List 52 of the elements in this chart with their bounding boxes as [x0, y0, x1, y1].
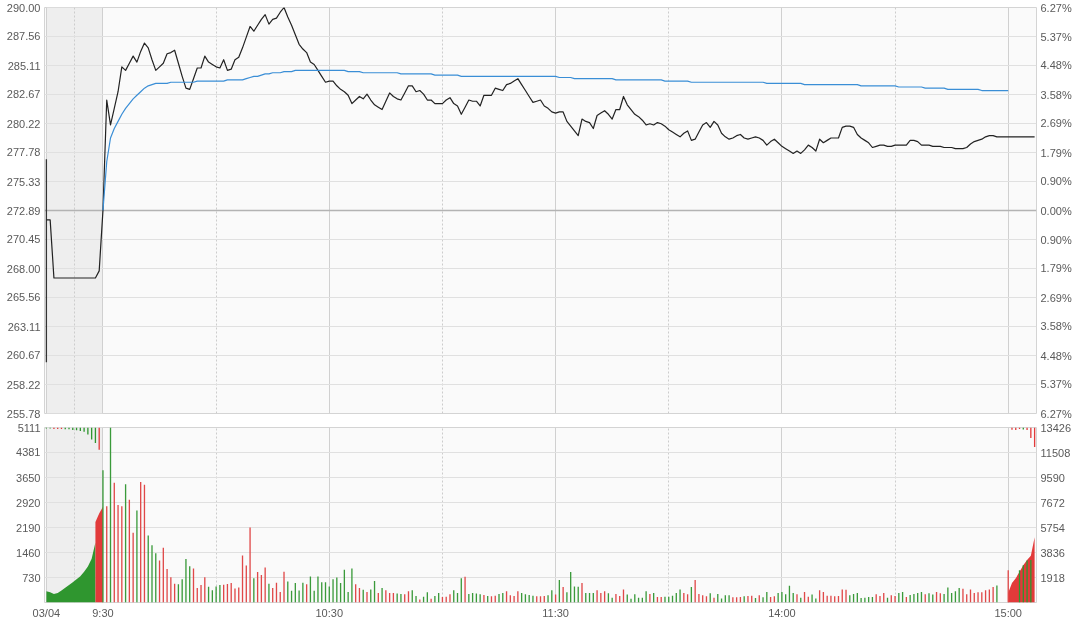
x-tick-label: 9:30: [92, 606, 114, 619]
x-tick-label: 11:30: [542, 606, 569, 619]
y-tick-label: 280.22: [6, 117, 41, 130]
y2-tick-label: 3836: [1040, 546, 1065, 559]
y2-tick-label: 6.27%: [1040, 407, 1072, 420]
y-tick-label: 272.89: [6, 204, 41, 217]
y-tick-label: 3650: [16, 471, 41, 484]
y-tick-label: 1460: [16, 546, 41, 559]
y-tick-label: 255.78: [6, 407, 41, 420]
y2-tick-label: 4.48%: [1040, 59, 1072, 72]
x-tick-label: 15:00: [994, 606, 1022, 619]
y-tick-label: 2920: [16, 496, 41, 509]
y-tick-label: 282.67: [6, 88, 41, 101]
y-tick-label: 290.00: [6, 1, 41, 14]
x-tick-label: 10:30: [315, 606, 344, 619]
y2-tick-label: 1.79%: [1040, 262, 1072, 275]
y2-tick-label: 0.90%: [1040, 175, 1072, 188]
y2-tick-label: 5.37%: [1040, 30, 1072, 43]
y-tick-label: 277.78: [6, 146, 41, 159]
y2-tick-label: 2.69%: [1040, 117, 1072, 130]
y-tick-label: 4381: [16, 446, 41, 459]
y2-tick-label: 13426: [1040, 421, 1072, 434]
y-tick-label: 287.56: [6, 30, 41, 43]
y-tick-label: 258.22: [6, 378, 41, 391]
y2-tick-label: 6.27%: [1040, 1, 1072, 14]
y2-tick-label: 0.90%: [1040, 233, 1072, 246]
y-tick-label: 260.67: [6, 349, 41, 362]
line-series: [102, 69, 1009, 211]
y2-tick-label: 0.00%: [1040, 204, 1072, 217]
y-tick-label: 275.33: [6, 175, 41, 188]
y-tick-label: 270.45: [6, 233, 41, 246]
line-series: [45, 7, 1036, 279]
y-tick-label: 730: [22, 571, 41, 584]
y2-tick-label: 1.79%: [1040, 146, 1072, 159]
y2-tick-label: 7672: [1040, 496, 1065, 509]
y-tick-label: 268.00: [6, 262, 41, 275]
y-tick-label: 265.56: [6, 291, 41, 304]
y2-tick-label: 3.58%: [1040, 320, 1072, 333]
y2-tick-label: 1918: [1040, 571, 1065, 584]
y2-tick-label: 9590: [1040, 471, 1065, 484]
y-tick-label: 2190: [16, 521, 41, 534]
y2-tick-label: 5.37%: [1040, 378, 1072, 391]
y2-tick-label: 5754: [1040, 521, 1065, 534]
y2-tick-label: 4.48%: [1040, 349, 1072, 362]
y-tick-label: 263.11: [7, 320, 41, 333]
y2-tick-label: 2.69%: [1040, 291, 1072, 304]
y2-tick-label: 3.58%: [1040, 88, 1072, 101]
x-tick-label: 14:00: [768, 606, 796, 619]
y-tick-label: 285.11: [7, 59, 41, 72]
x-tick-label: 03/04: [32, 606, 61, 619]
y-tick-label: 5111: [17, 421, 41, 434]
y2-tick-label: 11508: [1040, 446, 1071, 459]
